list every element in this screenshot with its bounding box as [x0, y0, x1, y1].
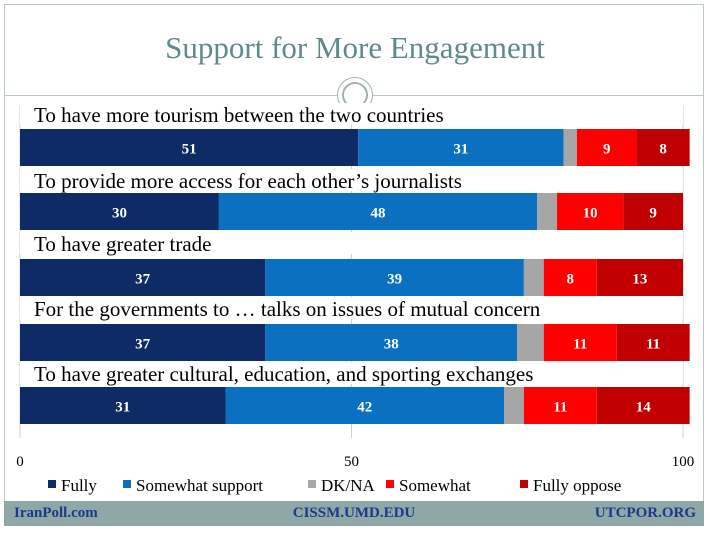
bar-segment — [543, 259, 597, 296]
bar-segment — [225, 387, 504, 424]
bar-segment — [265, 324, 518, 361]
legend-swatch — [308, 480, 316, 488]
data-label: 8 — [567, 272, 575, 288]
data-label: 14 — [636, 400, 652, 416]
category-label-band — [20, 169, 683, 191]
data-label: 10 — [583, 206, 598, 222]
data-label: 30 — [112, 206, 127, 222]
data-label: 37 — [135, 272, 151, 288]
data-label: 11 — [553, 400, 567, 416]
bar-segment — [623, 193, 683, 230]
bar-segment — [543, 324, 617, 361]
bar-segment — [20, 324, 266, 361]
legend-swatch — [48, 480, 56, 488]
legend-swatch — [520, 480, 528, 488]
legend-label: Fully — [61, 476, 97, 495]
legend-label: Fully oppose — [533, 476, 621, 495]
data-label: 8 — [659, 142, 667, 158]
bar-segment — [20, 129, 359, 166]
bar-segment — [20, 259, 266, 296]
bar-segment — [576, 129, 637, 166]
bar-segment — [503, 387, 524, 424]
x-tick-label: 0 — [16, 454, 24, 470]
data-label: 51 — [182, 142, 197, 158]
data-label: 11 — [573, 337, 587, 353]
slide-title: Support for More Engagement — [165, 30, 545, 65]
legend-swatch — [123, 480, 131, 488]
data-label: 38 — [384, 337, 399, 353]
legend-label: DK/NA — [321, 476, 376, 495]
bar-segment — [265, 259, 524, 296]
legend-label: Somewhat support — [136, 476, 263, 495]
data-label: 39 — [387, 272, 402, 288]
category-label: To have greater trade — [34, 232, 212, 256]
data-label: 11 — [646, 337, 660, 353]
bar-segment — [636, 129, 690, 166]
bar-segment — [20, 193, 219, 230]
bar-segment — [358, 129, 564, 166]
data-label: 9 — [649, 206, 657, 222]
x-tick-label: 100 — [672, 454, 695, 470]
bar-segment — [517, 324, 544, 361]
category-label: To have greater cultural, education, and… — [34, 362, 533, 386]
footer-left-text: IranPoll.com — [14, 505, 98, 521]
data-label: 9 — [603, 142, 611, 158]
category-label-band — [20, 297, 683, 319]
legend-swatch — [386, 480, 394, 488]
bar-segment — [596, 387, 690, 424]
bar-segment — [537, 193, 558, 230]
category-label: To have more tourism between the two cou… — [34, 103, 444, 127]
footer-center-text: CISSM.UMD.EDU — [292, 505, 416, 521]
data-label: 31 — [115, 400, 130, 416]
category-label-band — [20, 232, 683, 254]
category-label: To provide more access for each other’s … — [34, 169, 462, 193]
category-label-band — [20, 362, 683, 384]
bar-segment — [616, 324, 690, 361]
bar-segment — [523, 387, 597, 424]
bar-segment — [563, 129, 577, 166]
category-label: For the governments to … talks on issues… — [34, 297, 541, 321]
data-label: 42 — [357, 400, 372, 416]
bar-segment — [557, 193, 624, 230]
footer-bar: IranPoll.com CISSM.UMD.EDU UTCPOR.ORG — [4, 501, 704, 526]
bar-segment — [20, 387, 226, 424]
data-label: 31 — [453, 142, 468, 158]
footer-right-text: UTCPOR.ORG — [594, 505, 696, 521]
bar-segment — [523, 259, 544, 296]
legend-label: Somewhat — [399, 476, 471, 495]
bar-segment — [218, 193, 538, 230]
category-label-band — [20, 103, 683, 125]
bar-segment — [596, 259, 683, 296]
x-tick-label: 50 — [344, 454, 359, 470]
data-label: 48 — [371, 206, 386, 222]
data-label: 37 — [135, 337, 151, 353]
data-label: 13 — [632, 272, 647, 288]
